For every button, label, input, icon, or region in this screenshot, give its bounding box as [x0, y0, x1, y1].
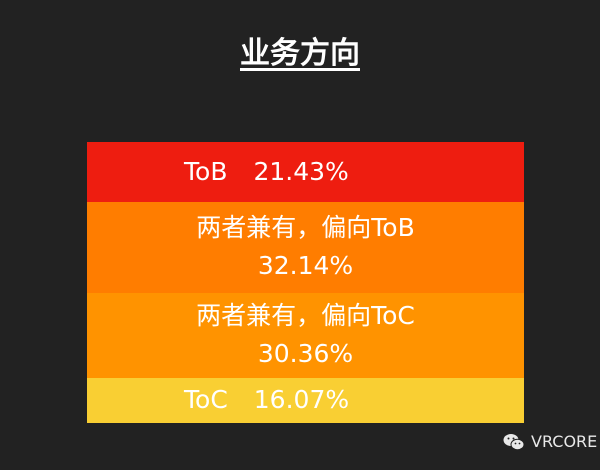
watermark: VRCORE	[503, 432, 597, 451]
data-label: 30.36%	[257, 339, 354, 369]
data-label: 21.43%	[253, 157, 349, 187]
category-label: 两者兼有，偏向ToC	[196, 301, 415, 331]
data-label: 16.07%	[253, 385, 350, 415]
stacked-bar: ToB 21.43% 两者兼有，偏向ToB 32.14% 两者兼有，偏向ToC 30.36…	[87, 142, 524, 423]
bar-segment: 两者兼有，偏向ToB 32.14%	[87, 202, 524, 293]
category-label: ToC	[184, 385, 228, 415]
wechat-icon	[503, 433, 525, 450]
chart-title: 业务方向	[240, 36, 360, 71]
watermark-text: VRCORE	[531, 432, 598, 451]
bar-segment: ToB 21.43%	[87, 142, 524, 203]
bar-segment: ToC 16.07%	[87, 377, 524, 423]
category-label: 两者兼有，偏向ToB	[196, 213, 415, 243]
bar-segment: 两者兼有，偏向ToC 30.36%	[87, 292, 524, 378]
data-label: 32.14%	[257, 251, 354, 281]
category-label: ToB	[184, 157, 228, 187]
